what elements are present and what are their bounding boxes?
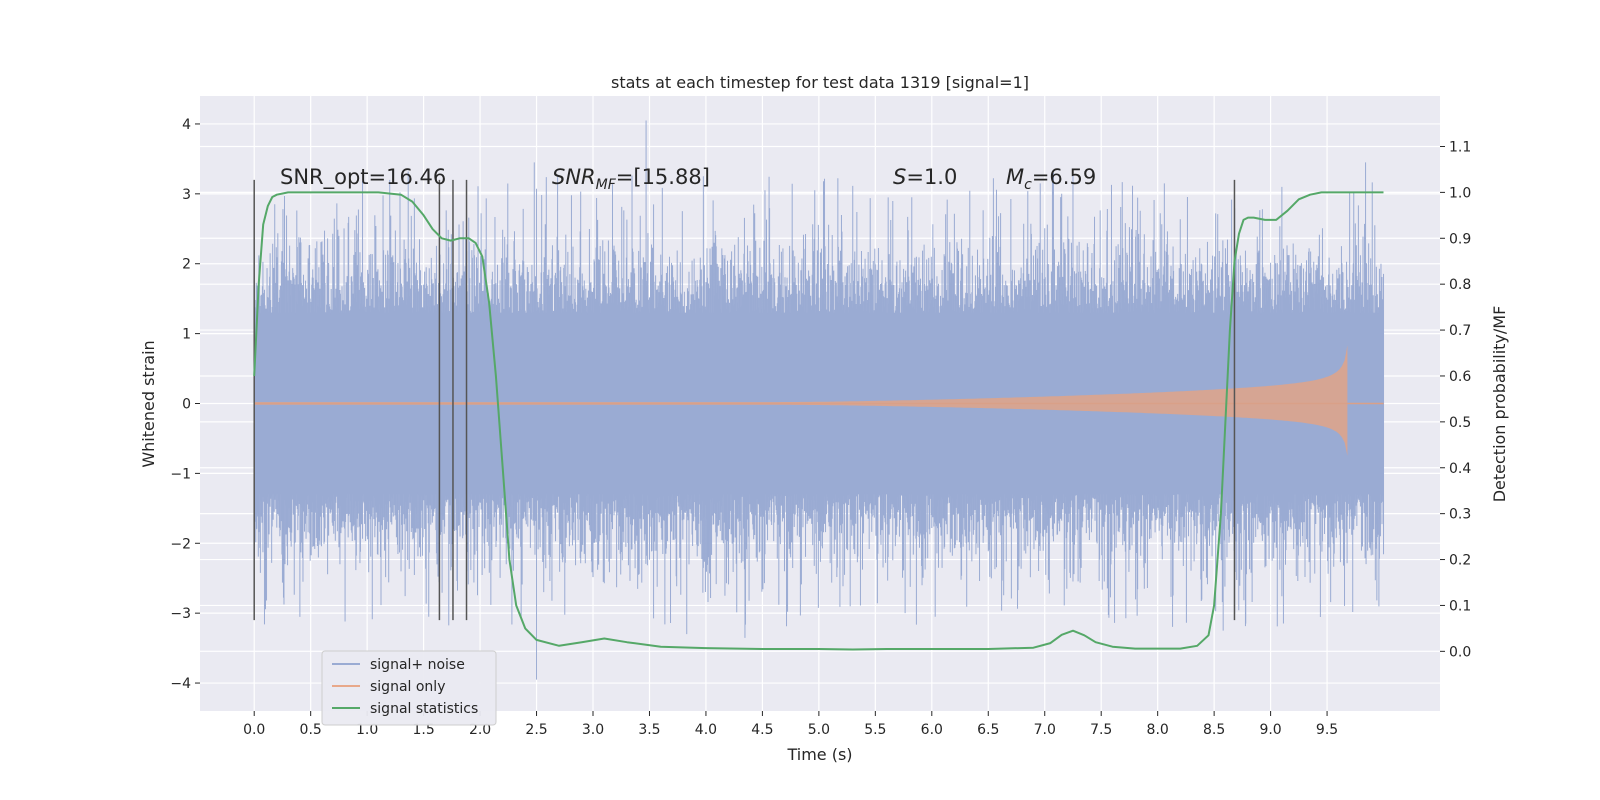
legend-label-signal-noise: signal+ noise <box>370 657 465 673</box>
y-tick-label: −1 <box>170 466 191 482</box>
vertical-markers <box>253 179 1236 621</box>
x-tick-label: 1.0 <box>356 722 378 738</box>
x-tick-label: 2.5 <box>525 722 547 738</box>
legend-label-signal-statistics: signal statistics <box>370 701 478 717</box>
x-tick-label: 6.5 <box>977 722 999 738</box>
x-tick-label: 8.5 <box>1203 722 1225 738</box>
annotation-snr-opt: SNR_opt=16.46 <box>280 165 446 190</box>
y-right-tick-label: 0.0 <box>1449 644 1471 660</box>
x-tick-label: 2.0 <box>469 722 491 738</box>
annotation-snr-mf-val: =[15.88] <box>616 165 710 189</box>
y-right-tick-label: 0.4 <box>1449 461 1471 477</box>
y-right-tick-label: 0.6 <box>1449 369 1471 385</box>
y-right-tick-label: 0.7 <box>1449 323 1471 339</box>
x-tick-label: 7.5 <box>1090 722 1112 738</box>
y-tick-label: −4 <box>170 676 191 692</box>
y-tick-label: −2 <box>170 536 191 552</box>
y-tick-label: 2 <box>182 257 191 273</box>
annotation-snr-mf-sub: MF <box>596 177 617 193</box>
series-signal-statistics <box>253 191 1384 651</box>
statistics-line <box>253 191 1384 651</box>
legend: signal+ noise signal only signal statist… <box>321 650 497 726</box>
y-tick-label: −3 <box>170 606 191 622</box>
x-tick-label: 0.5 <box>300 722 322 738</box>
x-tick-label: 6.0 <box>921 722 943 738</box>
x-axis-label: Time (s) <box>786 745 852 764</box>
y-axis-right-label: Detection probability/MF <box>1490 306 1509 503</box>
legend-label-signal-only: signal only <box>370 679 445 695</box>
x-tick-label: 9.5 <box>1316 722 1338 738</box>
x-tick-label: 7.0 <box>1034 722 1056 738</box>
x-tick-label: 0.0 <box>243 722 265 738</box>
y-tick-label: 0 <box>182 397 191 413</box>
y-right-tick-label: 0.2 <box>1449 553 1471 569</box>
y-right-tick-label: 0.3 <box>1449 507 1471 523</box>
annotation-mc-var: M <box>1006 165 1024 189</box>
x-tick-label: 4.5 <box>751 722 773 738</box>
x-tick-label: 8.0 <box>1147 722 1169 738</box>
annotation-snr-mf: SNRMF=[15.88] <box>552 165 710 193</box>
legend-box <box>321 650 497 726</box>
x-tick-label: 3.0 <box>582 722 604 738</box>
annotation-snr-mf-var: SNR <box>552 165 596 189</box>
y-tick-label: 1 <box>182 327 191 343</box>
chart-title: stats at each timestep for test data 131… <box>611 73 1029 92</box>
y-right-tick-label: 0.1 <box>1449 598 1471 614</box>
y-right-tick-label: 1.0 <box>1449 185 1471 201</box>
annotation-mc-sub: c <box>1024 177 1032 193</box>
y-axis-label: Whitened strain <box>139 340 158 467</box>
y-right-tick-label: 1.1 <box>1449 139 1471 155</box>
y-right-tick-label: 0.5 <box>1449 415 1471 431</box>
x-tick-label: 9.0 <box>1259 722 1281 738</box>
x-tick-label: 5.5 <box>864 722 886 738</box>
y-right-tick-label: 0.8 <box>1449 277 1471 293</box>
annotation-s-var: S <box>893 165 906 189</box>
x-tick-label: 4.0 <box>695 722 717 738</box>
y-tick-label: 4 <box>182 117 191 133</box>
y-tick-label: 3 <box>182 187 191 203</box>
annotation-s-val: =1.0 <box>906 165 957 189</box>
annotation-mc-val: =6.59 <box>1032 165 1096 189</box>
series-signal-only <box>254 302 1384 530</box>
annotation-mc: Mc=6.59 <box>1006 165 1096 193</box>
x-tick-label: 3.5 <box>638 722 660 738</box>
x-tick-label: 1.5 <box>412 722 434 738</box>
x-tick-label: 5.0 <box>808 722 830 738</box>
y-right-tick-label: 0.9 <box>1449 231 1471 247</box>
annotation-s: S=1.0 <box>893 165 957 189</box>
ticks: 0.0 0.5 1.0 1.5 2.0 2.5 3.0 3.5 4.0 4.5 5.0 5.5 6.0 6… <box>170 117 1471 738</box>
